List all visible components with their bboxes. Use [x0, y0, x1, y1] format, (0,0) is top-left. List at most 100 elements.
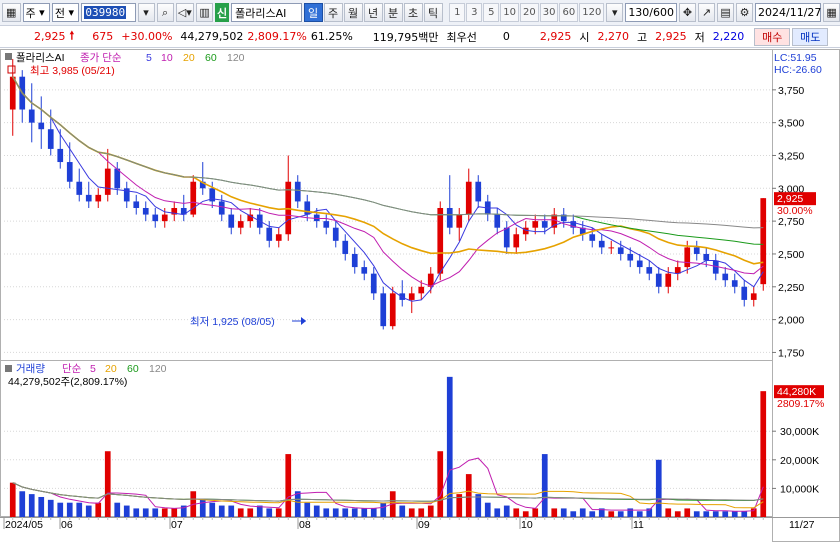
price-tick-label: 2,500	[778, 249, 804, 261]
candle-body	[152, 214, 159, 222]
interval-button[interactable]: 30	[539, 3, 559, 22]
stock-code-value: 039980	[84, 6, 127, 19]
volume-panel[interactable]	[0, 360, 773, 517]
market-select[interactable]: 주 ▾	[22, 3, 50, 22]
last-price-marker	[774, 192, 816, 206]
volume-bar	[19, 491, 26, 517]
period-tab[interactable]: 틱	[423, 3, 443, 22]
interval-button[interactable]: 5	[483, 3, 500, 22]
candle-body	[579, 227, 586, 235]
volume-bar	[304, 502, 311, 517]
period-tab[interactable]: 초	[403, 3, 423, 22]
candle-body	[199, 181, 206, 189]
candle-body	[9, 76, 16, 110]
candle-body	[503, 227, 510, 248]
volume-bar	[465, 474, 472, 517]
interval-dropdown-button[interactable]: ▾	[606, 3, 624, 22]
search-icon[interactable]: ⌕	[156, 3, 174, 22]
interval-button[interactable]: 10	[500, 3, 520, 22]
code-dropdown-button[interactable]: ▾	[137, 3, 155, 22]
interval-button[interactable]: 1	[449, 3, 466, 22]
candle-body	[693, 247, 700, 254]
layout-icon[interactable]: ▤	[717, 3, 735, 22]
volume-bar	[617, 511, 624, 517]
turnover-pct: 61.25%	[310, 30, 353, 43]
interval-button[interactable]: 3	[466, 3, 483, 22]
volume-bar	[380, 502, 387, 517]
grid-icon[interactable]: ▦	[2, 3, 21, 22]
lock-icon[interactable]: ▥	[196, 3, 214, 22]
buy-button[interactable]: 매수	[754, 27, 791, 46]
candle-body	[731, 280, 738, 287]
volume-bar	[294, 491, 301, 517]
volume-bar	[513, 508, 520, 517]
volume-bar	[47, 499, 54, 517]
period-tab[interactable]: 분	[383, 3, 403, 22]
interval-button[interactable]: 20	[520, 3, 539, 22]
settings-gear-icon[interactable]: ⚙	[736, 3, 754, 22]
scope-select[interactable]: 전 ▾	[51, 3, 80, 22]
volume-bar	[218, 505, 225, 517]
candle-body	[646, 267, 653, 274]
candle-body	[190, 181, 197, 215]
candle-body	[95, 194, 102, 202]
date-input[interactable]: 2024/11/27	[755, 3, 821, 22]
volume-bar	[674, 511, 681, 517]
candle-body	[161, 214, 168, 222]
stock-code-input[interactable]: 039980	[81, 3, 136, 22]
candle-body	[703, 253, 710, 261]
candle-body	[408, 293, 415, 300]
candle-body	[418, 286, 425, 294]
volume-bar	[57, 502, 64, 517]
volume-bar	[636, 511, 643, 517]
period-tab[interactable]: 일	[303, 3, 323, 22]
volume-bar	[342, 508, 349, 517]
price-change-pct: +30.00%	[121, 30, 173, 43]
volume-bar	[703, 511, 710, 517]
candle-body	[275, 234, 282, 241]
price-ma-period: 20	[183, 52, 195, 64]
volume-bar	[722, 511, 729, 517]
new-listing-badge: 신	[215, 3, 230, 22]
price-panel[interactable]	[0, 49, 773, 362]
volume-menu-icon[interactable]	[5, 365, 12, 372]
price-change: 675	[92, 30, 114, 43]
x-axis-label: 11	[633, 519, 644, 531]
panel-menu-icon[interactable]	[5, 53, 12, 60]
price-tick-label: 3,500	[778, 118, 804, 130]
priority-label: 최우선	[446, 30, 477, 44]
candle-body	[655, 273, 662, 287]
stock-chart[interactable]: 3,7503,5003,2503,0002,7502,5002,2502,000…	[0, 49, 840, 542]
candle-body	[351, 253, 358, 268]
period-tab[interactable]: 주	[323, 3, 343, 22]
candle-body	[589, 234, 596, 241]
chart-area[interactable]: 3,750 3,500 3,250 3,000 2,750 2,500 2,250 2,000…	[0, 49, 840, 542]
candle-body	[332, 227, 339, 241]
volume-bar	[446, 376, 453, 517]
period-tab[interactable]: 년	[363, 3, 383, 22]
volume-bar	[266, 508, 273, 517]
period-tab[interactable]: 월	[343, 3, 363, 22]
calendar-icon[interactable]: ▦	[823, 3, 840, 22]
volume-bar	[275, 508, 282, 517]
interval-button[interactable]: 60	[559, 3, 579, 22]
market-value: 주	[25, 6, 36, 20]
sound-icon[interactable]: ◁▾	[175, 3, 195, 22]
candle-body	[47, 129, 54, 149]
sell-button[interactable]: 매도	[792, 27, 829, 46]
volume-bar	[133, 508, 140, 517]
chart-tool-icon[interactable]: ↗	[698, 3, 716, 22]
candle-body	[608, 247, 615, 249]
interval-button[interactable]: 120	[579, 3, 605, 22]
crosshair-icon[interactable]: ✥	[679, 3, 697, 22]
volume-ma-period: 60	[127, 363, 139, 375]
volume-bar	[123, 505, 130, 517]
volume-bar	[532, 508, 539, 517]
candle-body	[741, 286, 748, 300]
ma-line-5	[12, 76, 764, 302]
volume-bar	[104, 451, 111, 517]
count-input[interactable]: 130/600	[625, 3, 678, 22]
candle-body	[551, 214, 558, 228]
candle-body	[389, 293, 396, 327]
